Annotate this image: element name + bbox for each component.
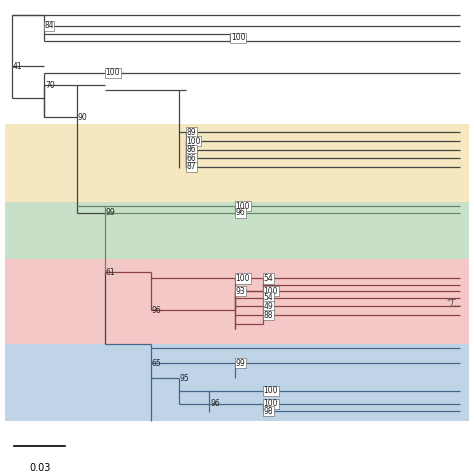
Bar [5,124,469,202]
Text: 98: 98 [264,407,273,416]
Text: 100: 100 [236,274,250,283]
Text: 65: 65 [152,359,162,368]
Text: 95: 95 [180,374,190,383]
Text: 88: 88 [264,311,273,320]
Bar [5,344,469,420]
Text: 99: 99 [236,359,246,368]
Text: 100: 100 [264,386,278,395]
Text: 41: 41 [12,62,22,71]
Bar [5,202,469,259]
Text: 93: 93 [236,287,246,296]
Text: 100: 100 [186,137,201,146]
Text: 49: 49 [264,301,273,310]
Text: 54: 54 [264,274,273,283]
Text: 90: 90 [78,113,87,122]
Text: 86: 86 [186,146,196,155]
Text: 100: 100 [236,202,250,211]
Text: 96: 96 [152,306,162,315]
Text: 66: 66 [186,154,196,163]
Text: 54: 54 [264,293,273,302]
Bar [5,259,469,344]
Text: 96: 96 [236,208,246,217]
Text: 87: 87 [186,162,196,171]
Text: 61: 61 [106,268,115,276]
Text: 100: 100 [264,287,278,296]
Text: 100: 100 [106,68,120,77]
Text: 84: 84 [44,21,54,30]
Text: 70: 70 [45,81,55,90]
Text: 100: 100 [231,33,246,42]
Text: "T...: "T... [447,300,462,309]
Text: 100: 100 [264,399,278,408]
Text: 0.03: 0.03 [29,463,50,473]
Text: 89: 89 [186,128,196,137]
Text: 99: 99 [106,208,115,217]
Text: 96: 96 [210,399,220,408]
